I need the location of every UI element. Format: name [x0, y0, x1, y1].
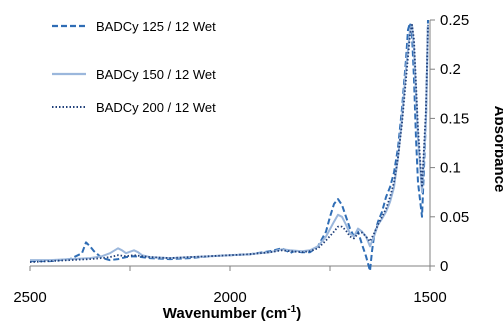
y-axis-ticks: 0 0.05 0.1 0.15 0.2 0.25	[430, 12, 469, 275]
y-tick-label: 0.1	[440, 160, 461, 177]
y-tick-label: 0.2	[440, 61, 461, 78]
x-tick-label: 1500	[413, 289, 446, 306]
x-tick-label: 2500	[13, 289, 46, 306]
x-axis-title-main: Wavenumber (cm	[163, 305, 287, 322]
legend: BADCy 125 / 12 Wet BADCy 150 / 12 Wet BADC…	[52, 19, 216, 115]
legend-label-3: BADCy 200 / 12 Wet	[96, 100, 216, 115]
x-axis-title-tail: )	[296, 305, 301, 322]
y-tick-label: 0.15	[440, 110, 469, 127]
series-line-3	[29, 24, 429, 263]
series-line-2	[30, 23, 429, 262]
x-axis-title: Wavenumber (cm-1)	[163, 304, 301, 322]
legend-label-1: BADCy 125 / 12 Wet	[96, 19, 216, 34]
series-layer	[29, 19, 429, 272]
x-axis-ticks: 2500 2000 1500	[13, 266, 447, 306]
x-tick-label: 2000	[213, 289, 246, 306]
y-tick-label: 0	[440, 258, 448, 275]
y-axis-title: Absorbance	[491, 106, 503, 193]
y-tick-label: 0.25	[440, 12, 469, 29]
series-line-1	[30, 19, 429, 272]
legend-label-2: BADCy 150 / 12 Wet	[96, 67, 216, 82]
y-tick-label: 0.05	[440, 209, 469, 226]
x-axis-title-superscript: -1	[287, 304, 296, 315]
